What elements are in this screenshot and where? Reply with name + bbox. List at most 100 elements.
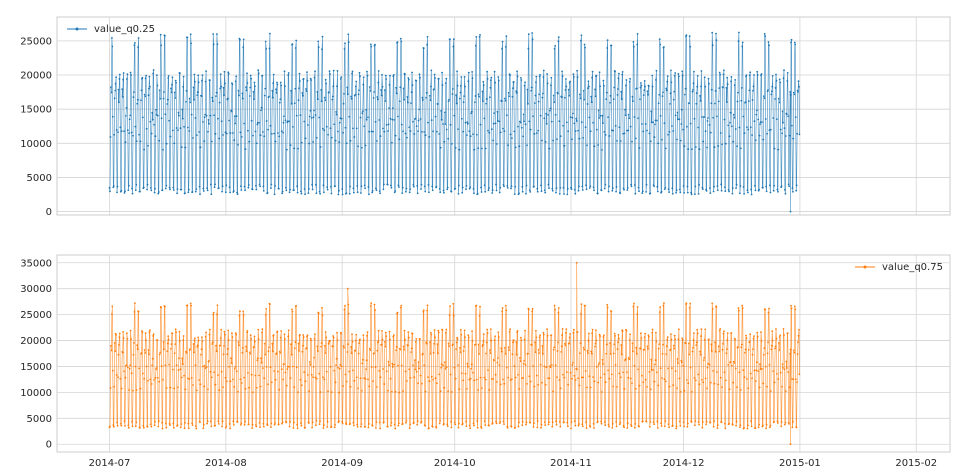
data-point xyxy=(320,342,323,344)
data-point xyxy=(397,184,400,187)
y-tick-label: 25000 xyxy=(20,310,52,321)
data-point xyxy=(203,385,206,388)
data-point xyxy=(499,421,502,423)
data-point xyxy=(335,364,337,367)
data-point xyxy=(111,369,114,372)
data-point xyxy=(240,185,242,188)
data-point xyxy=(149,329,151,332)
data-point xyxy=(376,98,379,101)
data-point xyxy=(243,424,246,426)
data-point xyxy=(186,36,189,39)
data-point xyxy=(731,187,734,189)
data-point xyxy=(212,43,215,46)
data-point xyxy=(411,332,414,335)
data-point xyxy=(355,333,358,336)
data-point xyxy=(377,70,380,72)
data-point xyxy=(550,120,553,123)
data-point xyxy=(397,115,399,118)
panel-value-q075: 050001000015000200002500030000350002014-… xyxy=(20,254,951,469)
data-point xyxy=(523,120,525,123)
data-point xyxy=(651,85,654,88)
data-point xyxy=(521,424,524,427)
data-point xyxy=(744,348,747,351)
data-point xyxy=(481,147,483,150)
data-point xyxy=(225,380,228,383)
data-point xyxy=(323,424,325,426)
data-point xyxy=(472,422,475,425)
data-point xyxy=(304,137,307,140)
data-point xyxy=(319,420,321,423)
data-point xyxy=(429,85,432,88)
data-point xyxy=(734,128,737,130)
data-point xyxy=(509,328,511,331)
data-point xyxy=(786,72,789,74)
data-point xyxy=(780,185,783,188)
data-point xyxy=(686,191,689,194)
data-point xyxy=(200,353,202,356)
data-point xyxy=(265,365,268,368)
data-point xyxy=(244,189,247,192)
data-point xyxy=(708,363,711,366)
data-point xyxy=(554,364,557,367)
data-point xyxy=(199,383,202,386)
data-point xyxy=(379,192,381,195)
data-point xyxy=(255,386,258,389)
data-point xyxy=(279,98,282,101)
data-point xyxy=(705,420,708,423)
data-point xyxy=(248,140,251,143)
data-point xyxy=(510,185,513,188)
data-point xyxy=(250,77,253,80)
data-point xyxy=(469,186,472,189)
data-point xyxy=(715,39,718,42)
data-point xyxy=(691,148,693,151)
data-point xyxy=(227,71,230,74)
data-point xyxy=(571,138,573,141)
data-point xyxy=(566,193,569,196)
data-point xyxy=(715,32,717,35)
data-point xyxy=(486,70,488,73)
data-point xyxy=(259,185,261,188)
data-point xyxy=(700,70,703,72)
data-point xyxy=(169,188,171,191)
data-point xyxy=(689,366,692,369)
data-point xyxy=(195,134,198,137)
data-point xyxy=(506,427,509,429)
data-point xyxy=(368,130,371,133)
data-point xyxy=(438,188,441,190)
data-point xyxy=(475,36,478,38)
data-point xyxy=(775,73,777,76)
data-point xyxy=(428,136,431,138)
data-point xyxy=(708,338,710,341)
data-point xyxy=(164,422,167,425)
data-point xyxy=(491,192,494,194)
data-point xyxy=(775,337,778,340)
data-point xyxy=(656,190,659,193)
data-point xyxy=(481,387,483,389)
data-point xyxy=(367,186,370,188)
data-point xyxy=(783,368,786,371)
data-point xyxy=(569,371,572,374)
data-point xyxy=(544,424,547,427)
data-point xyxy=(528,375,531,378)
data-point xyxy=(203,116,206,118)
data-point xyxy=(453,421,456,424)
data-point xyxy=(230,357,232,360)
data-point xyxy=(607,190,610,193)
data-point xyxy=(740,343,743,346)
data-point xyxy=(258,374,260,377)
data-point xyxy=(278,101,281,104)
data-point xyxy=(138,133,141,136)
data-point xyxy=(633,302,635,305)
data-point xyxy=(181,117,184,120)
data-point xyxy=(118,344,120,346)
data-point xyxy=(271,96,274,99)
data-point xyxy=(202,427,205,430)
data-point xyxy=(426,36,429,38)
data-point xyxy=(462,350,465,352)
data-point xyxy=(404,338,406,341)
data-point xyxy=(616,348,619,350)
data-point xyxy=(239,131,242,134)
data-point xyxy=(560,96,563,98)
data-point xyxy=(752,85,755,88)
data-point xyxy=(769,191,772,194)
